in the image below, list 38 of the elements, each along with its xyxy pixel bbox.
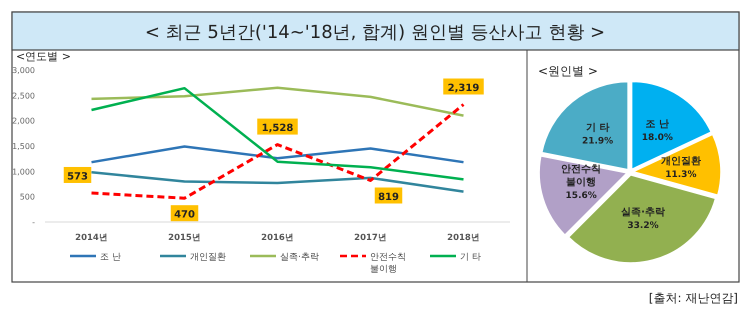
data-label: 1,528	[262, 123, 294, 134]
chart-title: < 최근 5년간('14~'18년, 합계) 원인별 등산사고 현황 >	[144, 22, 606, 43]
x-tick-label: 2014년	[75, 233, 108, 243]
legend-label: 개인질환	[190, 252, 226, 262]
data-label: 15.6%	[566, 191, 597, 202]
y-tick-label: 2,500	[12, 91, 35, 100]
text: [출처: 재난연감]	[648, 291, 738, 305]
slice-label: 기 타	[586, 122, 610, 134]
line-series	[90, 145, 465, 164]
chart-subtitle: <연도별 >	[16, 50, 71, 63]
slice-label: 실족·추락	[621, 206, 665, 218]
data-label: 573	[67, 171, 88, 182]
y-tick-label: 2,000	[12, 116, 35, 126]
y-tick-label: 500	[20, 192, 35, 202]
x-tick-label: 2015년	[168, 233, 201, 243]
chart-title: <원인별 >	[538, 64, 598, 78]
legend-label: 기 타	[460, 252, 481, 262]
x-tick-label: 2017년	[354, 233, 387, 243]
legend-label: 안전수칙 불이행	[370, 252, 406, 274]
data-label: 470	[174, 210, 195, 221]
y-tick-label: 1,500	[12, 142, 35, 151]
slice-label: 안전수칙 불이행	[561, 164, 602, 188]
y-tick-label: 1,000	[12, 167, 35, 176]
data-label: 2,319	[448, 83, 480, 94]
x-tick-label: 2016년	[261, 233, 294, 243]
x-tick-label: 2018년	[447, 233, 480, 243]
data-label: 18.0%	[642, 133, 673, 144]
y-tick-label: 3,000	[12, 66, 35, 75]
data-label: 33.2%	[627, 220, 659, 231]
data-label: 21.9%	[582, 136, 614, 147]
legend-label: 조 난	[100, 252, 121, 262]
line-series	[90, 103, 465, 200]
slice-label: 개인질환	[660, 156, 701, 167]
slice-label: 조 난	[646, 119, 670, 130]
legend-label: 실족·추락	[280, 252, 319, 262]
data-label: 11.3%	[665, 170, 696, 180]
y-tick-label: -	[32, 218, 36, 227]
data-label: 819	[378, 192, 399, 204]
